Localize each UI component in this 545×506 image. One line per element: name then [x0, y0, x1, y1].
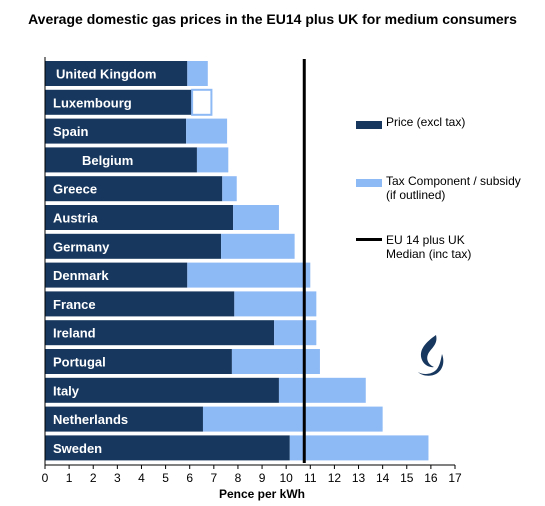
x-tick-label-10: 10 [279, 471, 293, 485]
category-label-germany: Germany [53, 239, 110, 254]
bar-price-spain [45, 118, 187, 144]
bar-tax-netherlands [202, 406, 383, 432]
bar-price-united-kingdom [45, 61, 188, 86]
bar-price-ireland [45, 320, 275, 346]
bar-price-germany [45, 233, 222, 259]
bar-tax-italy [278, 377, 366, 403]
bar-tax-austria [233, 205, 279, 230]
category-label-spain: Spain [53, 124, 88, 139]
category-label-ireland: Ireland [53, 326, 96, 341]
bar-price-austria [45, 205, 234, 230]
x-tick-label-2: 2 [90, 471, 97, 485]
category-label-luxembourg: Luxembourg [53, 95, 132, 110]
bar-tax-luxembourg [191, 88, 213, 116]
x-tick-label-7: 7 [210, 471, 217, 485]
x-tick-label-14: 14 [376, 471, 390, 485]
legend-swatch-price [356, 121, 382, 129]
bar-price-luxembourg [45, 89, 193, 115]
category-label-united-kingdom: United Kingdom [56, 67, 156, 82]
legend-label-tax: Tax Component / subsidy (if outlined) [386, 174, 521, 202]
legend-item-tax: Tax Component / subsidy (if outlined) [356, 174, 536, 222]
flame-icon-outer [420, 335, 437, 368]
x-tick-label-6: 6 [186, 471, 193, 485]
x-tick-label-4: 4 [138, 471, 145, 485]
x-tick-label-15: 15 [400, 471, 414, 485]
x-tick-label-11: 11 [304, 471, 317, 485]
bar-price-sweden [45, 435, 290, 461]
bar-tax-france [234, 291, 317, 317]
bar-tax-belgium [196, 147, 229, 173]
bar-tax-sweden [289, 435, 429, 461]
bar-tax-greece [222, 176, 237, 202]
x-axis-title: Pence per kWh [219, 487, 305, 501]
x-tick-label-8: 8 [235, 471, 242, 485]
x-tick-label-5: 5 [162, 471, 169, 485]
bar-price-greece [45, 176, 223, 202]
legend-item-price: Price (excl tax) [356, 115, 536, 131]
category-label-austria: Austria [53, 211, 99, 226]
category-label-france: France [53, 297, 96, 312]
x-tick-label-9: 9 [259, 471, 266, 485]
bar-tax-united-kingdom [187, 61, 208, 86]
category-label-portugal: Portugal [53, 355, 106, 370]
bar-tax-germany [221, 233, 295, 259]
bar-tax-spain [186, 118, 228, 144]
category-label-greece: Greece [53, 182, 97, 197]
x-tick-label-0: 0 [42, 471, 49, 485]
bar-price-portugal [45, 349, 232, 374]
bar-tax-portugal [231, 349, 320, 374]
x-tick-label-17: 17 [448, 471, 462, 485]
bar-price-italy [45, 377, 279, 403]
x-tick-label-16: 16 [424, 471, 438, 485]
chart-title: Average domestic gas prices in the EU14 … [28, 11, 517, 27]
bar-tax-denmark [187, 262, 311, 288]
category-label-italy: Italy [53, 383, 80, 398]
x-tick-label-12: 12 [328, 471, 342, 485]
bar-price-belgium [45, 147, 197, 173]
legend-label-median: EU 14 plus UK Median (inc tax) [386, 233, 472, 261]
legend-swatch-median [356, 238, 382, 241]
legend-swatch-tax [356, 179, 382, 187]
bar-tax-ireland [274, 320, 317, 346]
bar-price-denmark [45, 262, 188, 288]
flame-icon-inner [418, 354, 444, 376]
flame-icon [418, 335, 444, 376]
category-label-netherlands: Netherlands [53, 412, 128, 427]
category-label-denmark: Denmark [53, 268, 109, 283]
legend-item-median: EU 14 plus UK Median (inc tax) [356, 233, 536, 267]
category-label-sweden: Sweden [53, 441, 102, 456]
x-tick-label-1: 1 [66, 471, 73, 485]
bars-group: United Kingdom Luxembourg Spain Belgium Gree… [45, 61, 429, 461]
category-label-belgium: Belgium [82, 153, 133, 168]
x-axis: 0 1 2 3 4 5 6 7 8 9 10 11 12 13 14 15 16 17 [42, 57, 462, 485]
x-tick-label-13: 13 [352, 471, 366, 485]
legend-label-price: Price (excl tax) [386, 115, 466, 129]
x-tick-label-3: 3 [114, 471, 121, 485]
bar-price-france [45, 291, 235, 317]
bar-price-netherlands [45, 406, 203, 432]
